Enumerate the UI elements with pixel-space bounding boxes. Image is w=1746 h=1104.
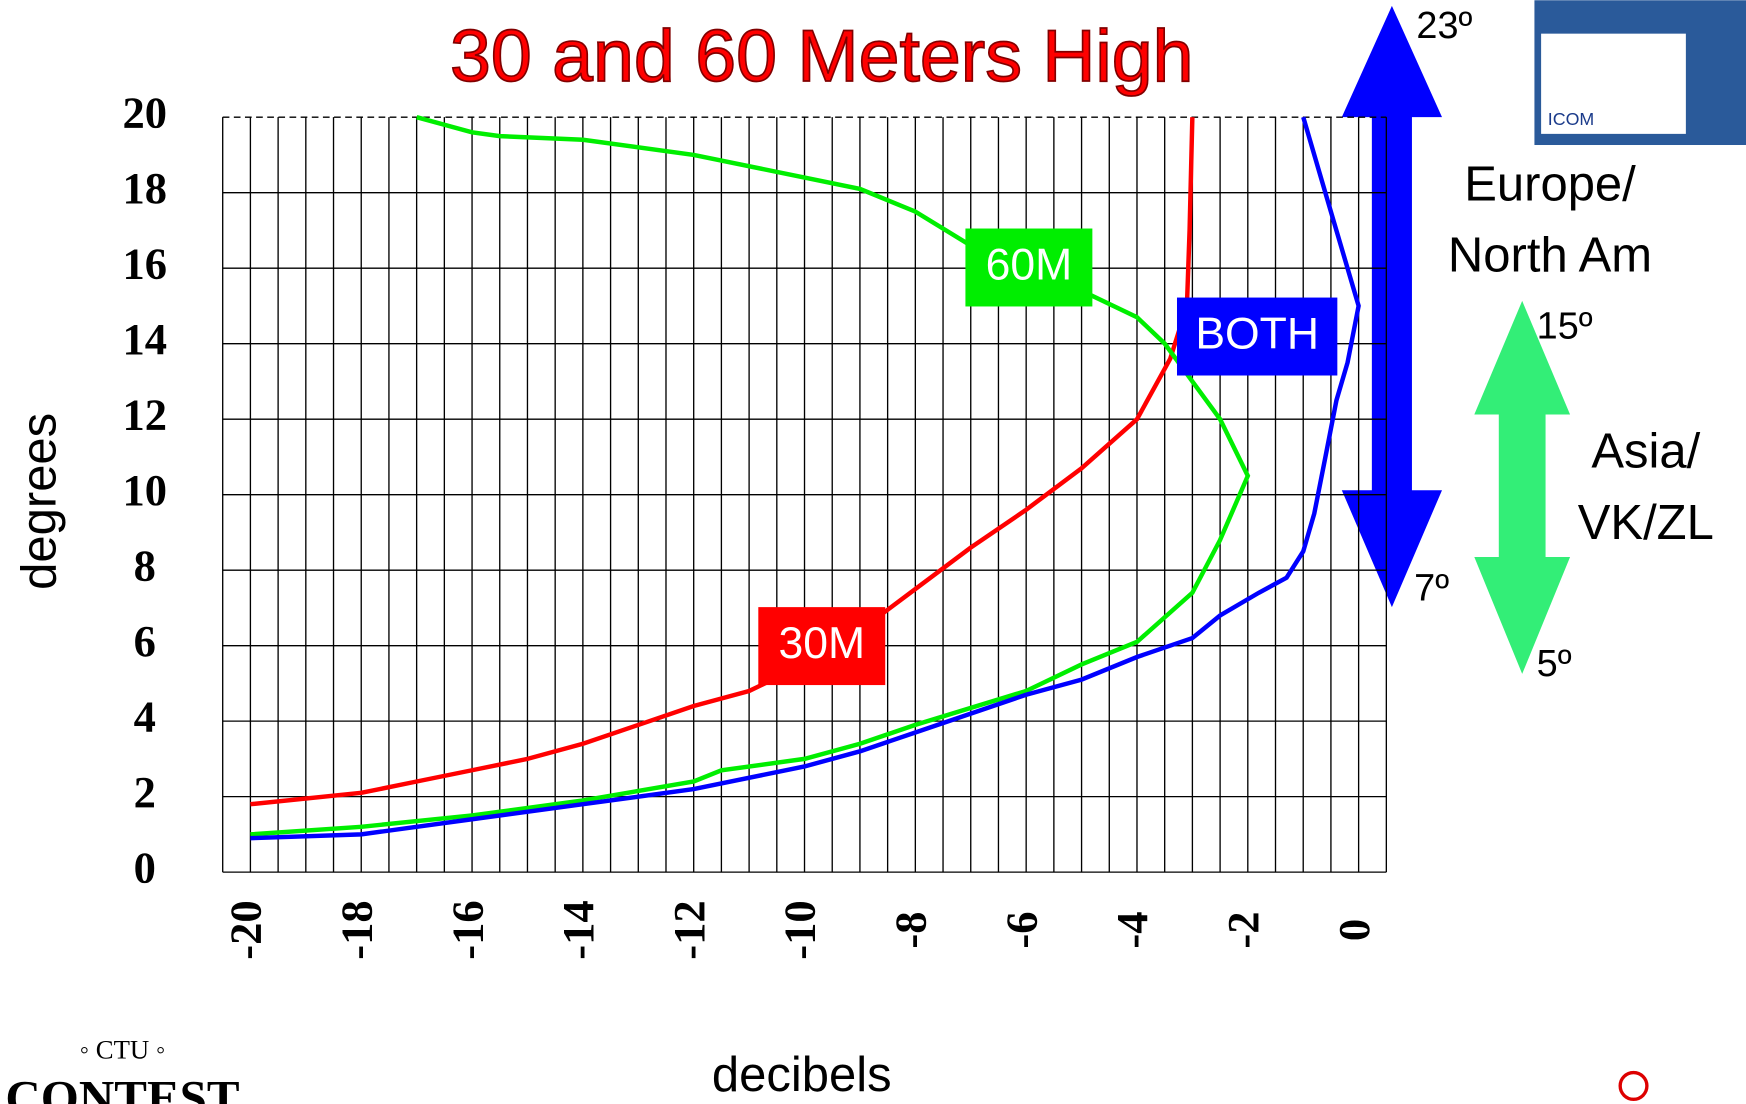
x-tick-label: -16: [442, 900, 492, 959]
legend-label: BOTH: [1195, 309, 1319, 358]
annotation: 7º: [1414, 567, 1449, 609]
x-tick-label: -10: [775, 900, 825, 959]
chart: 30 and 60 Meters High decibels degrees 2…: [0, 0, 1746, 1104]
y-tick-label: 18: [122, 163, 167, 213]
y-tick-label: 4: [134, 691, 156, 741]
y-tick-label: 6: [134, 616, 156, 666]
x-tick-label: 0: [1329, 919, 1379, 941]
x-tick-label: -20: [221, 900, 271, 959]
chart-title: 30 and 60 Meters High: [450, 14, 1193, 97]
x-axis-label: decibels: [712, 1048, 892, 1102]
x-tick-label: -6: [996, 911, 1046, 948]
x-tick-label: -18: [331, 900, 381, 959]
x-tick-label: -2: [1218, 911, 1268, 948]
annotation: 5º: [1537, 643, 1572, 685]
y-tick-label: 0: [134, 842, 156, 892]
y-tick-label: 2: [134, 767, 156, 817]
y-tick-label: 8: [134, 540, 156, 590]
y-tick-label: 12: [122, 389, 167, 439]
plot-area: 02468101214161820-20-18-16-14-12-10-8-6-…: [122, 87, 1386, 959]
y-tick-label: 10: [122, 465, 167, 515]
y-tick-label: 20: [122, 87, 167, 137]
x-tick-label: -12: [664, 900, 714, 959]
annotation: North Am: [1448, 229, 1652, 283]
y-tick-label: 16: [122, 238, 167, 288]
x-tick-label: -4: [1107, 911, 1157, 948]
annotation: Europe/: [1464, 157, 1636, 211]
logo: [1620, 1073, 1647, 1100]
legend-label: 30M: [778, 619, 865, 668]
y-axis-label: degrees: [12, 413, 66, 590]
arrow-asia: [1474, 301, 1570, 674]
x-tick-label: -14: [553, 900, 603, 959]
x-tick-label: -8: [886, 911, 936, 948]
annotation: Asia/: [1591, 425, 1700, 479]
logo-text: CONTEST: [5, 1070, 239, 1104]
annotation: 15º: [1537, 306, 1593, 348]
page: 30 and 60 Meters High decibels degrees 2…: [0, 0, 1746, 1104]
logo-text: ◦ CTU ◦: [80, 1035, 166, 1065]
annotation: 23º: [1416, 5, 1472, 47]
legend-label: 60M: [986, 240, 1073, 289]
annotation: VK/ZL: [1578, 496, 1714, 550]
logo-text: ICOM: [1548, 109, 1594, 129]
y-tick-label: 14: [122, 314, 167, 364]
